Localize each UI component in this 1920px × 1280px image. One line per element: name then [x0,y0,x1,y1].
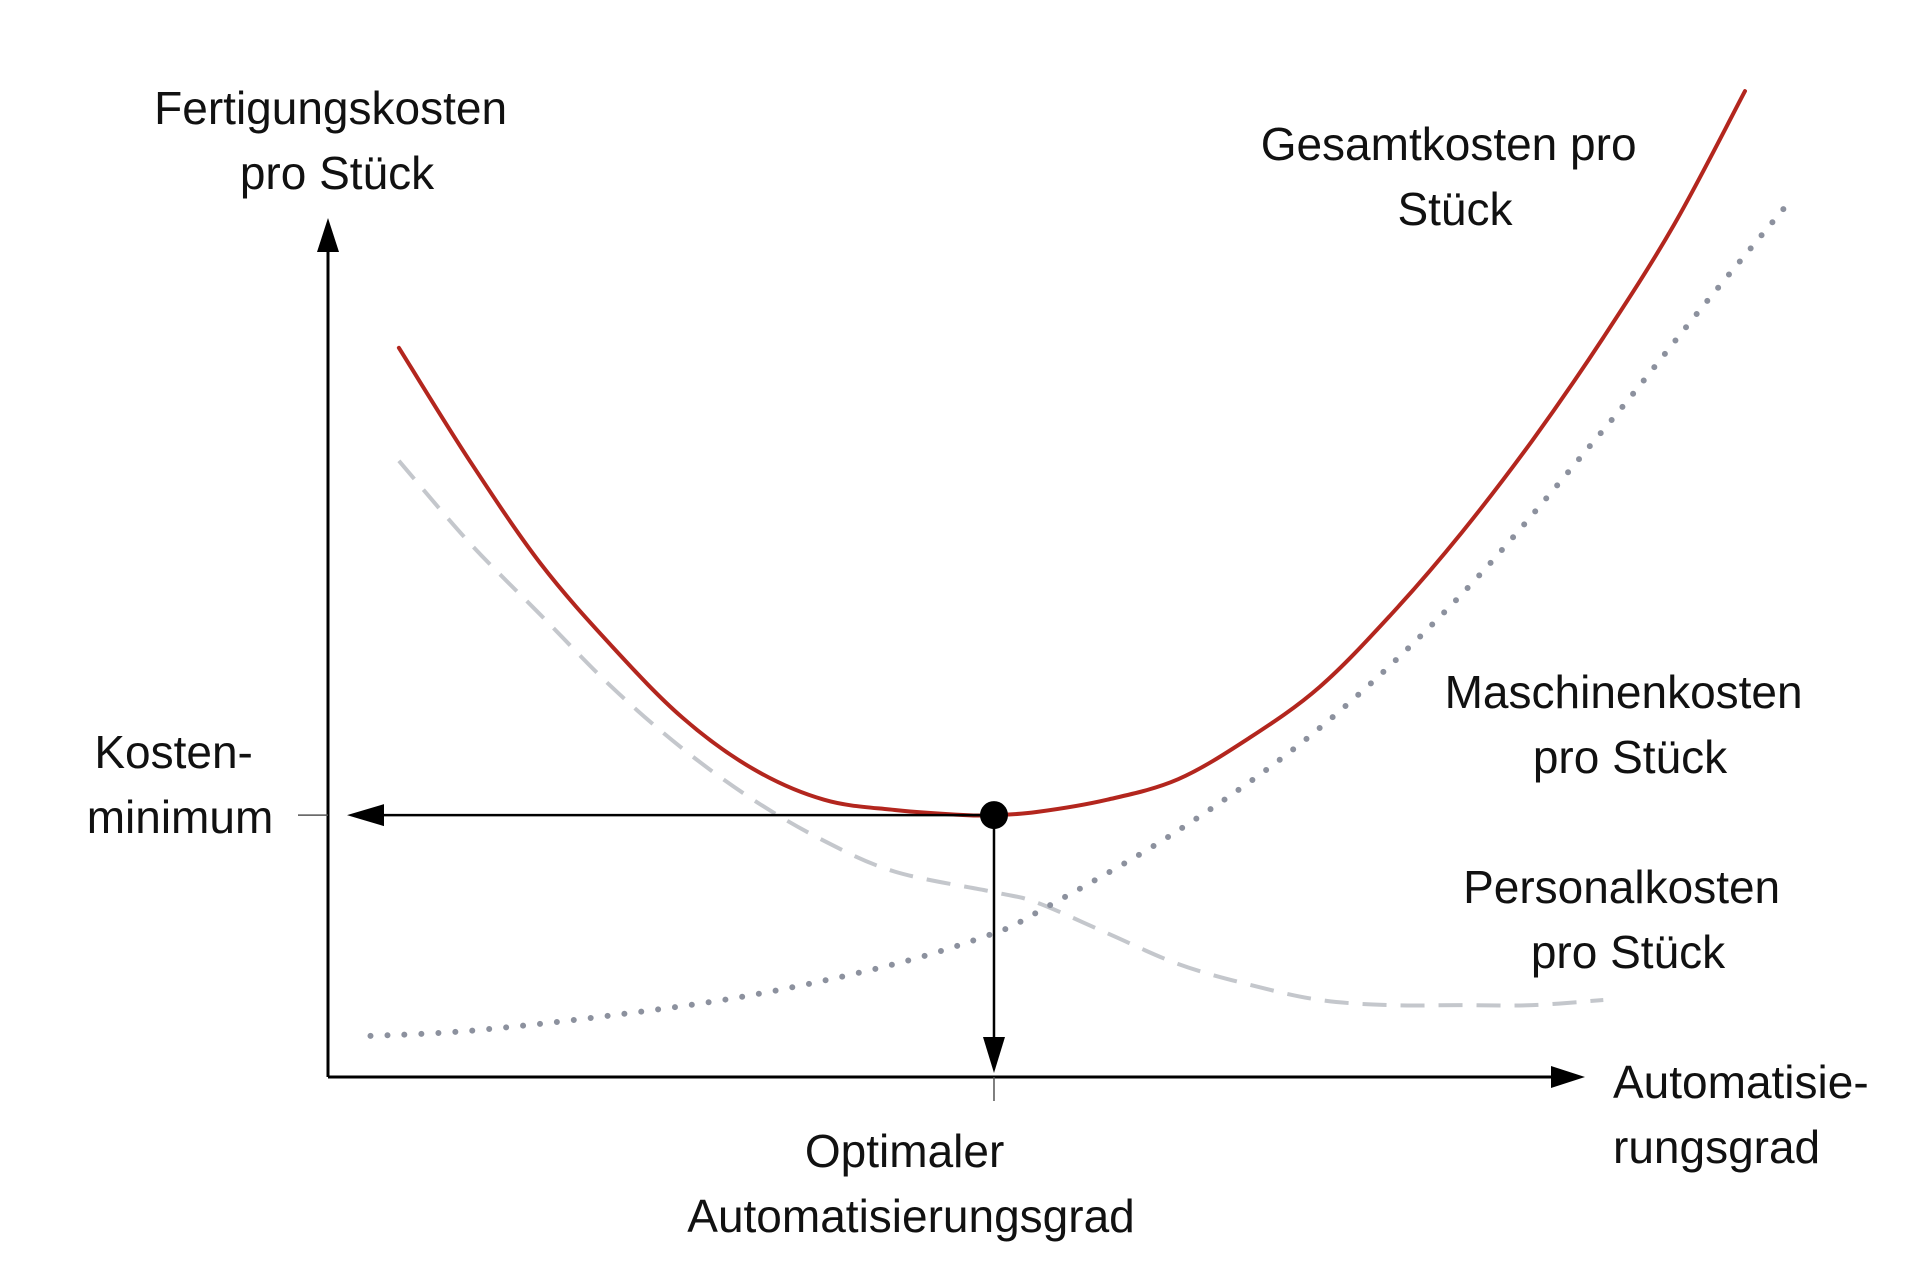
series-label-personalkosten-line-2: pro Stück [1531,926,1726,978]
minimum-guide-arrowhead [347,804,384,827]
series-label-personalkosten-line-1: Personalkosten [1463,861,1780,913]
series-label-maschinenkosten: Maschinenkosten pro Stück [1445,666,1816,783]
minimum-label: Kosten- minimum [87,726,274,843]
series-line-maschinenkosten [367,201,1791,1039]
optimum-label-line-2: Automatisierungsgrad [687,1190,1134,1242]
y-axis-label-line-2: pro Stück [240,147,435,199]
series-line-personalkosten [397,459,1604,1008]
series-label-gesamtkosten: Gesamtkosten pro Stück [1261,118,1650,235]
series-line-gesamtkosten [396,89,1747,818]
series-label-gesamtkosten-line-2: Stück [1397,183,1513,235]
optimum-point [979,801,1008,830]
minimum-label-line-1: Kosten- [94,726,253,778]
x-axis-label-line-2: rungsgrad [1613,1121,1820,1173]
minimum-label-line-2: minimum [87,791,274,843]
y-axis-arrowhead [317,218,339,252]
series-label-maschinenkosten-line-1: Maschinenkosten [1445,666,1803,718]
optimum-label: Optimaler Automatisierungsgrad [687,1125,1134,1242]
x-axis-label-line-1: Automatisie- [1613,1056,1869,1108]
series-label-maschinenkosten-line-2: pro Stück [1533,731,1728,783]
y-axis-label-line-1: Fertigungskosten [154,82,507,134]
series-label-personalkosten: Personalkosten pro Stück [1463,861,1793,978]
optimum-label-line-1: Optimaler [805,1125,1004,1177]
x-axis-label: Automatisie- rungsgrad [1613,1056,1881,1173]
x-axis-arrowhead [1551,1066,1585,1088]
series-label-gesamtkosten-line-1: Gesamtkosten pro [1261,118,1637,170]
optimum-guide-arrowhead [982,1037,1005,1073]
y-axis-label: Fertigungskosten pro Stück [154,82,520,199]
